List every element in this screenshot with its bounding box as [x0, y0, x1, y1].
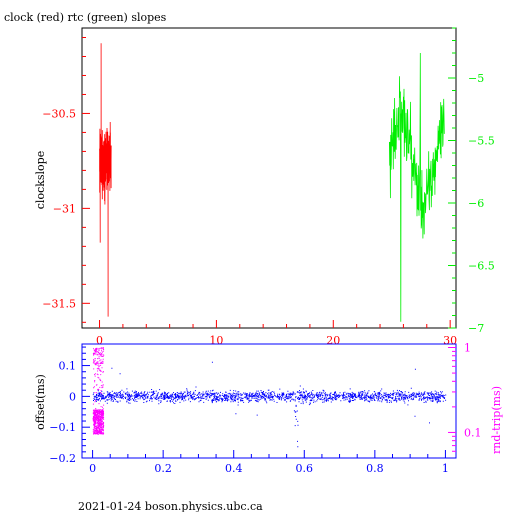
top-right-tick-label: −5.5 [468, 135, 495, 148]
bottom-x-tick-label: 1 [442, 462, 449, 475]
bottom-x-tick-label: 0.2 [154, 462, 172, 475]
chart-title: clock (red) rtc (green) slopes [4, 11, 167, 24]
top-x-axis: 0 10 20 30 [96, 320, 457, 347]
top-right-axis: −5 −5.5 −6 −6.5 −7 [448, 27, 495, 335]
bottom-x-axis: 0 0.2 0.4 0.6 0.8 1 [89, 450, 449, 475]
bottom-right-tick-label: 0.1 [464, 426, 482, 439]
bottom-left-tick-label: 0.1 [59, 360, 77, 373]
bottom-y-axis-label: offset(ms) [34, 374, 47, 430]
top-right-tick-label: −7 [468, 322, 484, 335]
bottom-plot-frame [81, 343, 457, 459]
top-x-tick-label: 0 [96, 334, 103, 347]
top-panel: −30.5 −31 −31.5 −5 −5.5 −6 −6.5 −7 0 10 20 30 clo… [34, 27, 495, 347]
bottom-x-tick-label: 0.6 [296, 462, 314, 475]
bottom-x-tick-label: 0.8 [366, 462, 384, 475]
bottom-left-tick-label: −0.1 [49, 421, 76, 434]
clock-line [99, 43, 112, 317]
rtc-series [389, 52, 445, 322]
rtc-line [389, 52, 445, 322]
bottom-panel: 0.10−0.1−0.2 10.1 0 0.2 0.4 0.6 0.8 1 offset(… [34, 342, 503, 475]
offset-series [92, 361, 447, 448]
bottom-left-axis: 0.1 0 −0.1 −0.2 [49, 346, 90, 465]
bottom-x-tick-label: 0 [89, 462, 96, 475]
footer-text: 2021-01-24 boson.physics.ubc.ca [78, 500, 263, 512]
bottom-x-tick-label: 0.4 [225, 462, 243, 475]
bottom-left-tick-label: 0 [69, 390, 76, 403]
top-left-tick-label: −30.5 [42, 107, 76, 120]
top-plot-frame [81, 27, 457, 329]
top-right-tick-label: −5 [468, 72, 484, 85]
top-y-axis-label: clockslope [34, 151, 47, 209]
top-x-tick-label: 10 [209, 334, 223, 347]
top-left-tick-label: −31.5 [42, 297, 76, 310]
bottom-right-tick-label: 1 [464, 342, 471, 355]
clock-series [99, 43, 112, 317]
top-left-axis: −30.5 −31 −31.5 [42, 36, 90, 323]
rndtrip-points [92, 347, 105, 435]
top-x-tick-label: 30 [443, 334, 457, 347]
bottom-left-tick-label: −0.2 [49, 452, 76, 465]
bottom-right-axis: 10.1 [448, 342, 482, 452]
rndtrip-series [92, 347, 105, 435]
offset-points [92, 361, 447, 448]
top-right-tick-label: −6 [468, 197, 484, 210]
top-right-tick-label: −6.5 [468, 260, 495, 273]
top-left-tick-label: −31 [53, 202, 76, 215]
top-x-tick-label: 20 [326, 334, 340, 347]
bottom-y2-axis-label: rnd-trip(ms) [490, 386, 503, 454]
